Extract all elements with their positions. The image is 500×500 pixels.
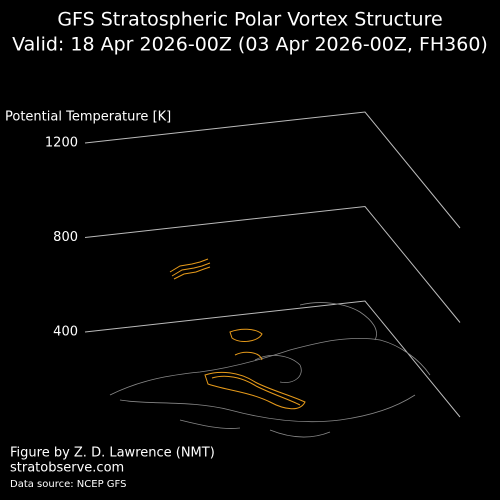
annotation: Figure by Z. D. Lawrence (NMT): [10, 446, 215, 461]
z-tick-label: 800: [53, 230, 78, 245]
vortex-contours: [169, 258, 306, 410]
chart-subtitle: Valid: 18 Apr 2026-00Z (03 Apr 2026-00Z,…: [12, 34, 488, 56]
annotation: stratobserve.com: [10, 461, 124, 476]
level-plane: [84, 300, 461, 418]
chart-title: GFS Stratospheric Polar Vortex Structure: [57, 9, 442, 31]
z-axis-label: Potential Temperature [K]: [5, 110, 171, 125]
z-tick-label: 400: [53, 325, 78, 340]
z-tick-label: 1200: [45, 136, 78, 151]
level-plane: [84, 205, 461, 323]
annotation: Data source: NCEP GFS: [10, 479, 126, 490]
coastlines: [109, 302, 431, 438]
level-plane: [84, 111, 461, 229]
